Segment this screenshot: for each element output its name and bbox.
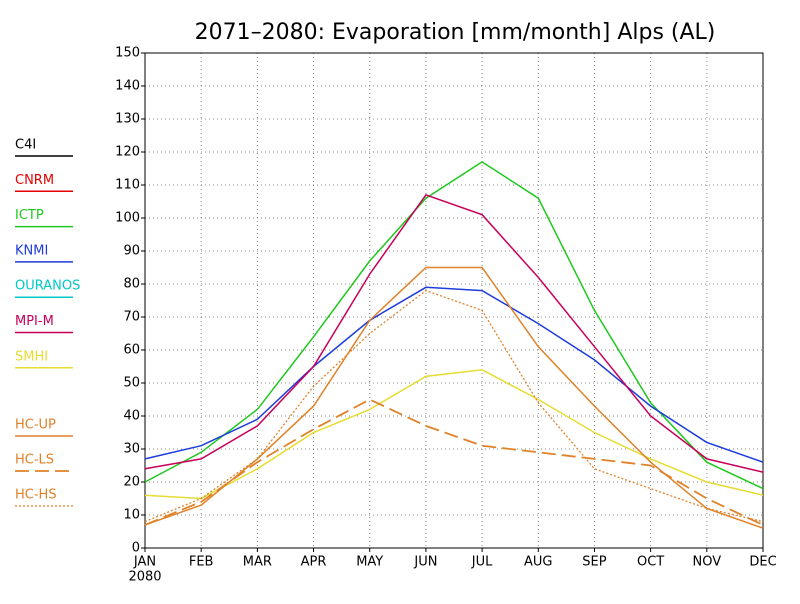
y-tick-label: 60 — [123, 343, 140, 358]
y-tick-label: 110 — [115, 178, 140, 193]
y-tick-label: 90 — [123, 244, 140, 259]
y-tick-label: 20 — [123, 475, 140, 490]
y-tick-label: 40 — [123, 409, 140, 424]
x-tick-label: MAY — [356, 555, 383, 570]
y-tick-label: 80 — [123, 277, 140, 292]
x-tick-label: AUG — [524, 555, 552, 570]
legend-label: KNMI — [15, 243, 48, 258]
legend-label: HC-LS — [15, 453, 54, 468]
series-line — [144, 286, 764, 463]
legend-label: ICTP — [15, 208, 44, 223]
series-line — [144, 289, 764, 523]
x-tick-label: MAR — [243, 555, 272, 570]
x-tick-label: FEB — [189, 555, 214, 570]
y-tick-label: 30 — [123, 442, 140, 457]
x-tick-label: NOV — [693, 555, 722, 570]
x-tick-label: JUL — [471, 555, 493, 570]
y-tick-label: 130 — [115, 112, 140, 127]
series-line — [144, 161, 764, 490]
legend-label: CNRM — [15, 173, 54, 188]
series-line — [144, 398, 764, 526]
y-tick-label: 50 — [123, 376, 140, 391]
x-tick-label: DEC — [749, 555, 776, 570]
plot-frame — [144, 52, 764, 549]
legend-label: SMHI — [15, 349, 48, 364]
y-tick-label: 0 — [132, 541, 140, 556]
series-line — [144, 194, 764, 473]
y-tick-label: 120 — [115, 145, 140, 160]
y-tick-label: 100 — [115, 211, 140, 226]
series-line — [144, 266, 764, 529]
y-tick-label: 150 — [115, 46, 140, 61]
y-tick-label: 70 — [123, 310, 140, 325]
legend-label: C4I — [15, 138, 36, 153]
x-tick-label: JAN — [133, 555, 156, 570]
x-tick-label: OCT — [637, 555, 664, 570]
x-tick-label: JUN — [413, 555, 437, 570]
legend-label: MPI-M — [15, 314, 54, 329]
legend-label: OURANOS — [15, 279, 80, 294]
legend-label: HC-HS — [15, 488, 57, 503]
series-line — [144, 369, 764, 500]
chart-title: 2071–2080: Evaporation [mm/month] Alps (… — [195, 20, 716, 45]
y-tick-label: 10 — [123, 508, 140, 523]
x-tick-label: APR — [301, 555, 327, 570]
y-tick-label: 140 — [115, 79, 140, 94]
x-sublabel: 2080 — [128, 570, 161, 585]
x-tick-label: SEP — [582, 555, 606, 570]
legend-label: HC-UP — [15, 418, 56, 433]
